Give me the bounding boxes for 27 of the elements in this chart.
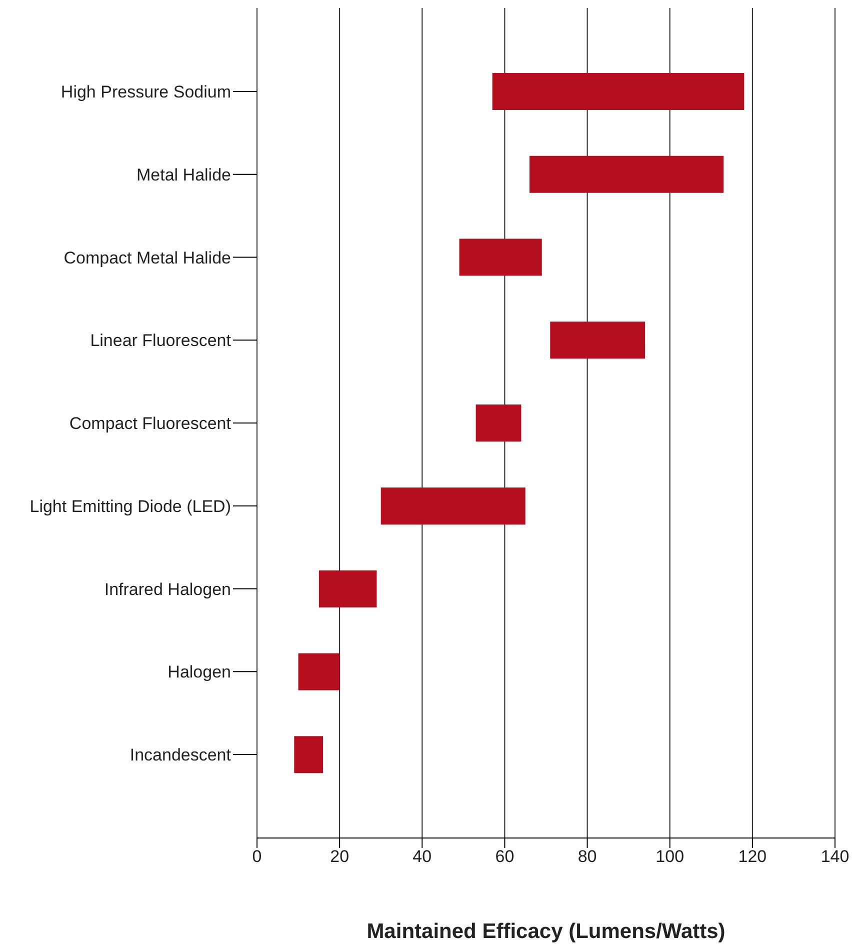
y-tick-label: Compact Fluorescent [69,414,232,434]
x-tick-label: 120 [738,847,767,866]
bar [529,156,724,193]
y-tick-label: Compact Metal Halide [64,248,231,268]
x-axis-title: Maintained Efficacy (Lumens/Watts) [366,920,726,943]
y-tick-label: Linear Fluorescent [90,331,232,350]
bar [550,322,646,359]
bar [459,238,542,276]
x-tick-label: 20 [330,847,350,866]
y-tick-label: Metal Halide [136,165,231,184]
bar [318,570,377,608]
x-tick-label: 100 [656,847,684,866]
bar [294,736,324,774]
x-tick-label: 0 [252,847,262,866]
y-tick-label: High Pressure Sodium [60,82,231,102]
x-tick-label: 40 [412,847,432,866]
bar [380,487,526,524]
bar [298,653,340,690]
x-tick-label: 60 [495,847,514,866]
x-tick-label: 140 [820,847,850,866]
y-tick-label: Light Emitting Diode (LED) [30,496,231,516]
y-tick-label: Infrared Halogen [104,580,231,599]
bar [476,404,522,442]
bar [492,73,744,110]
x-tick-label: 80 [578,847,597,866]
y-tick-label: Incandescent [130,746,232,765]
y-tick-label: Halogen [168,662,231,682]
